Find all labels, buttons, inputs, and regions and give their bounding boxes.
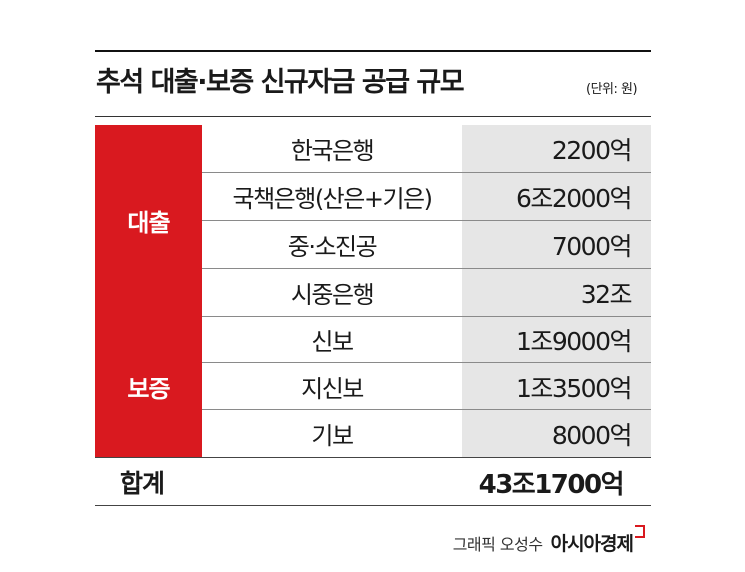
row-name: 시중은행 xyxy=(290,281,375,309)
total-label: 합계 xyxy=(120,469,165,498)
table-row: 시중은행 32조 xyxy=(202,269,651,316)
category-loan: 대출 xyxy=(95,125,202,316)
row-name: 기보 xyxy=(311,422,354,450)
page-title: 추석 대출·보증 신규자금 공급 규모 xyxy=(96,67,465,98)
row-name: 신보 xyxy=(311,328,354,356)
brand-name: 아시아경제 xyxy=(550,533,634,555)
bottom-rule xyxy=(95,505,651,506)
row-divider xyxy=(202,172,651,173)
row-value: 6조2000억 xyxy=(462,173,651,220)
table-row: 한국은행 2200억 xyxy=(202,125,651,172)
table-row: 국책은행(산은+기은) 6조2000억 xyxy=(202,173,651,220)
total-divider xyxy=(95,457,651,458)
category-guarantee: 보증 xyxy=(95,316,202,457)
row-value: 1조9000억 xyxy=(462,316,651,363)
row-value: 2200억 xyxy=(462,125,651,172)
row-value: 7000억 xyxy=(462,221,651,268)
row-divider xyxy=(202,268,651,269)
row-value: 8000억 xyxy=(462,410,651,457)
credit-line: 그래픽 오성수 아시아경제 xyxy=(452,525,645,556)
table-row: 신보 1조9000억 xyxy=(202,316,651,363)
brand-logo: 아시아경제 xyxy=(550,525,645,556)
total-value: 43조1700억 xyxy=(478,469,625,500)
row-name: 국책은행(산은+기은) xyxy=(232,185,433,213)
unit-note: (단위: 원) xyxy=(586,82,638,97)
table-row: 지신보 1조3500억 xyxy=(202,363,651,410)
row-name: 지신보 xyxy=(301,375,364,403)
row-value: 32조 xyxy=(462,269,651,316)
row-divider xyxy=(202,362,651,363)
table-row: 중·소진공 7000억 xyxy=(202,221,651,268)
title-rule xyxy=(95,116,651,117)
row-divider xyxy=(202,316,651,317)
table-row: 기보 8000억 xyxy=(202,410,651,457)
graphic-credit: 그래픽 오성수 xyxy=(452,535,543,554)
row-divider xyxy=(202,220,651,221)
row-value: 1조3500억 xyxy=(462,363,651,410)
row-divider xyxy=(202,409,651,410)
row-name: 한국은행 xyxy=(290,137,375,165)
top-rule xyxy=(95,50,651,52)
brand-mark-icon xyxy=(635,525,645,538)
row-name: 중·소진공 xyxy=(287,233,378,261)
